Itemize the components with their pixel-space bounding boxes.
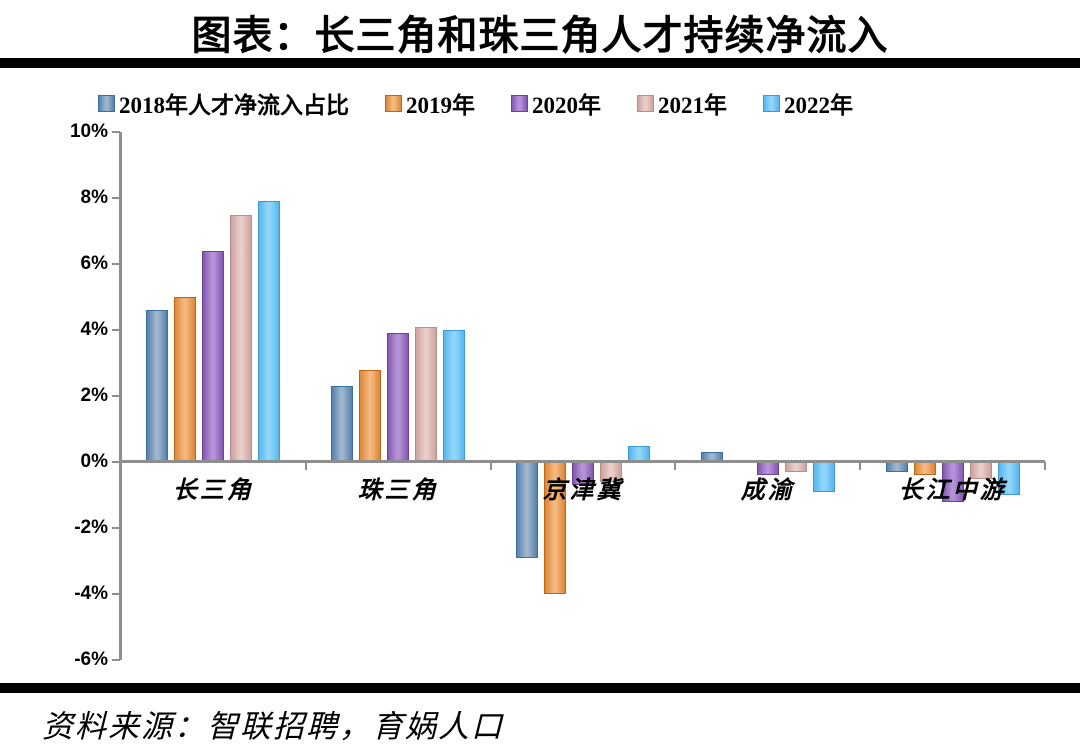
y-axis-tick xyxy=(112,197,120,199)
x-axis-line xyxy=(121,460,1045,463)
bar xyxy=(443,330,466,462)
y-axis-tick xyxy=(112,593,120,595)
legend-item: 2019年 xyxy=(385,86,475,120)
legend-label: 2018年人才净流入占比 xyxy=(119,93,349,118)
y-axis-tick-label: -2% xyxy=(74,517,108,538)
legend-swatch xyxy=(511,94,528,112)
legend-swatch xyxy=(98,94,115,112)
chart-title: 图表：长三角和珠三角人才持续净流入 xyxy=(191,13,889,58)
y-axis-tick xyxy=(112,131,120,133)
bar xyxy=(258,201,281,462)
legend-label: 2019年 xyxy=(406,93,475,118)
category-label: 京津冀 xyxy=(542,478,624,504)
bar xyxy=(359,369,382,462)
x-axis-tick xyxy=(1044,462,1046,470)
x-axis-tick xyxy=(489,462,492,470)
y-axis-tick xyxy=(112,461,120,463)
bar xyxy=(387,333,410,462)
y-axis-tick-label: -6% xyxy=(74,649,108,670)
category-label: 成渝 xyxy=(740,478,795,504)
source-note: 资料来源：智联招聘，育娲人口 xyxy=(42,709,504,744)
category-label: 珠三角 xyxy=(357,478,439,504)
x-axis-tick xyxy=(859,462,862,470)
y-axis-tick-label: 4% xyxy=(80,319,108,340)
legend-item: 2018年人才净流入占比 xyxy=(98,86,349,120)
legend-label: 2021年 xyxy=(658,93,727,118)
x-axis-tick xyxy=(120,462,122,470)
bar xyxy=(331,386,354,462)
bar xyxy=(230,214,253,462)
legend-swatch xyxy=(763,94,780,112)
bar xyxy=(202,250,225,462)
x-axis-tick xyxy=(674,462,677,470)
bar-chart: 2018年人才净流入占比 2019年 2020年 2021年 2022年 10% 8% 6%… xyxy=(69,88,1046,670)
legend-item: 2021年 xyxy=(637,86,727,120)
legend-item: 2022年 xyxy=(763,86,853,120)
y-axis-tick xyxy=(112,527,120,529)
legend-swatch xyxy=(637,94,654,112)
y-axis-tick xyxy=(112,329,120,331)
y-axis-tick-label: 0% xyxy=(80,451,108,472)
top-divider xyxy=(0,58,1080,68)
y-axis-line xyxy=(119,132,122,660)
category-label: 长江中游 xyxy=(898,478,1007,504)
legend-item: 2020年 xyxy=(511,86,601,120)
bar xyxy=(415,326,438,462)
bar xyxy=(174,297,197,462)
y-axis-tick-label: -4% xyxy=(74,583,108,604)
y-axis-tick xyxy=(112,263,120,265)
x-axis-tick xyxy=(304,462,307,470)
y-axis-tick xyxy=(112,395,120,397)
y-axis-tick-label: 10% xyxy=(69,121,108,142)
y-axis-tick-label: 8% xyxy=(80,187,108,208)
legend-label: 2022年 xyxy=(784,93,853,118)
legend-label: 2020年 xyxy=(532,93,601,118)
y-axis-tick xyxy=(112,659,120,661)
y-axis-tick-label: 2% xyxy=(80,385,108,406)
chart-legend: 2018年人才净流入占比 2019年 2020年 2021年 2022年 xyxy=(98,88,853,118)
bar xyxy=(146,310,169,462)
legend-swatch xyxy=(385,94,402,112)
category-label: 长三角 xyxy=(172,478,254,504)
y-axis-tick-label: 6% xyxy=(80,253,108,274)
bottom-divider xyxy=(0,683,1080,693)
